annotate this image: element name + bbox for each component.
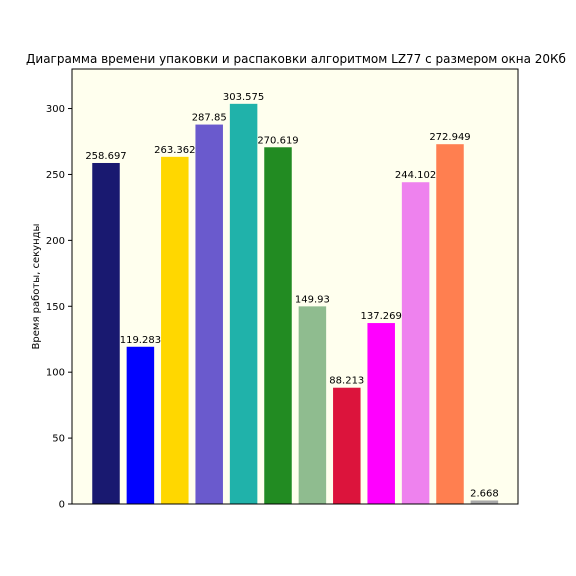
y-axis-label: Время работы, секунды [31,224,42,350]
bar [401,182,430,504]
bar-value-label: 272.949 [429,132,470,143]
y-axis-ticks: 0 50 100 150 200 250 300 [46,104,72,511]
bar-value-label: 303.575 [223,92,264,103]
bars-group [92,103,499,505]
bar-value-label: 270.619 [257,135,298,146]
bar-value-label: 149.93 [295,294,330,305]
bar [333,387,361,504]
bar [436,144,464,504]
bar-value-label: 2.668 [470,488,499,499]
y-tick-label: 250 [46,170,65,181]
bar [126,346,155,504]
bar-value-label: 88.213 [329,376,364,387]
bar-value-label: 287.85 [192,113,227,124]
bar-value-label: 119.283 [120,335,161,346]
y-tick-label: 50 [52,434,65,445]
plot-frame [71,68,519,505]
chart-title: Диаграмма времени упаковки и распаковки … [26,52,566,66]
bar [195,124,223,504]
bar [298,306,327,504]
y-tick-label: 150 [46,302,65,313]
bar [470,500,499,504]
bar [367,323,395,504]
bar [229,103,258,505]
bar [161,156,189,504]
y-tick-label: 200 [46,236,65,247]
bar-value-label: 263.362 [154,145,195,156]
bar-value-label: 244.102 [395,170,436,181]
y-tick-label: 100 [46,368,65,379]
bar-value-label: 258.697 [85,151,126,162]
bar-value-labels: 258.697 119.283 263.362 287.85 303.575 270.61… [85,92,498,500]
bar-value-label: 137.269 [361,311,402,322]
y-tick-label: 0 [59,500,65,511]
y-tick-label: 300 [46,104,65,115]
bar [264,147,292,504]
bar [92,162,120,505]
